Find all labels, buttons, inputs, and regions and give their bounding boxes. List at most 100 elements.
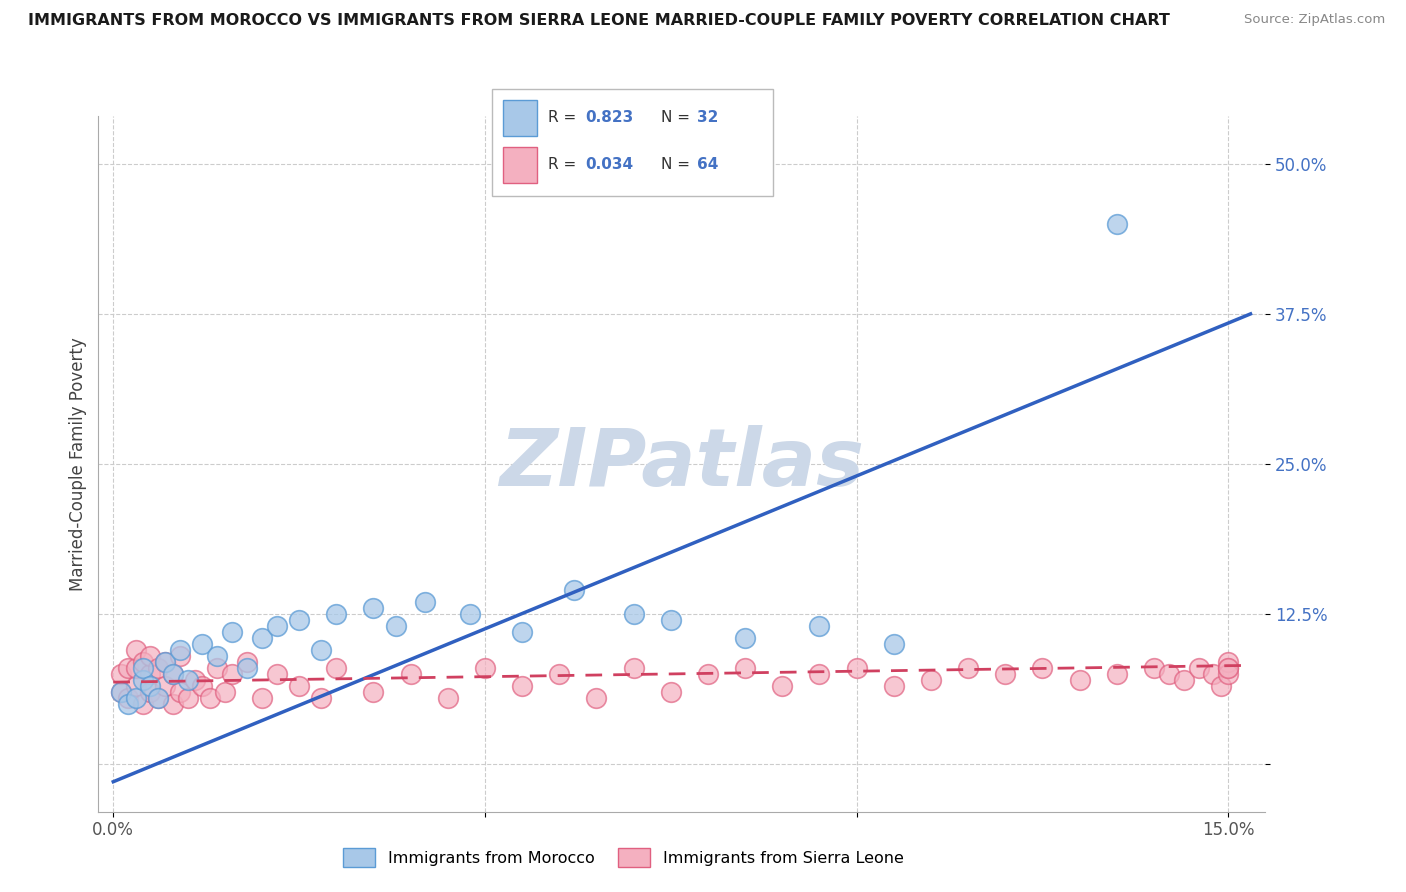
- Point: [994, 666, 1017, 681]
- Point: [176, 690, 198, 705]
- Point: [659, 613, 682, 627]
- Point: [311, 690, 333, 705]
- Point: [169, 685, 191, 699]
- Point: [146, 690, 169, 705]
- Point: [585, 690, 607, 705]
- Point: [623, 661, 645, 675]
- Point: [399, 666, 422, 681]
- Point: [221, 624, 243, 639]
- Point: [176, 673, 198, 687]
- Point: [117, 661, 139, 675]
- Point: [191, 679, 214, 693]
- Point: [510, 624, 533, 639]
- Text: ZIPatlas: ZIPatlas: [499, 425, 865, 503]
- Point: [384, 619, 406, 633]
- Point: [250, 690, 273, 705]
- Point: [1157, 666, 1180, 681]
- Point: [221, 666, 243, 681]
- Point: [659, 685, 682, 699]
- Text: N =: N =: [661, 157, 695, 171]
- Point: [146, 661, 169, 675]
- Text: 0.034: 0.034: [585, 157, 633, 171]
- Point: [1202, 666, 1225, 681]
- Point: [474, 661, 496, 675]
- Text: 0.823: 0.823: [585, 110, 633, 125]
- Point: [562, 582, 585, 597]
- Point: [808, 666, 831, 681]
- Point: [236, 661, 259, 675]
- Point: [132, 661, 155, 675]
- Point: [124, 690, 146, 705]
- Point: [623, 607, 645, 621]
- Point: [132, 655, 155, 669]
- Point: [169, 648, 191, 663]
- Point: [883, 637, 905, 651]
- Point: [139, 685, 162, 699]
- Point: [184, 673, 207, 687]
- Point: [1173, 673, 1195, 687]
- Text: 64: 64: [697, 157, 718, 171]
- Point: [155, 679, 177, 693]
- Point: [510, 679, 533, 693]
- Bar: [503, 147, 537, 184]
- Point: [288, 613, 311, 627]
- Point: [920, 673, 942, 687]
- FancyBboxPatch shape: [492, 89, 773, 196]
- Point: [124, 679, 146, 693]
- Point: [162, 666, 184, 681]
- Point: [1218, 661, 1240, 675]
- Point: [363, 600, 385, 615]
- Text: 32: 32: [697, 110, 718, 125]
- Point: [415, 595, 437, 609]
- Point: [808, 619, 831, 633]
- Point: [266, 666, 288, 681]
- Point: [132, 673, 155, 687]
- Text: N =: N =: [661, 110, 695, 125]
- Point: [734, 631, 756, 645]
- Point: [117, 690, 139, 705]
- Point: [236, 655, 259, 669]
- Point: [169, 642, 191, 657]
- Point: [1069, 673, 1091, 687]
- Point: [162, 697, 184, 711]
- Point: [957, 661, 980, 675]
- Point: [1143, 661, 1166, 675]
- Text: R =: R =: [548, 157, 582, 171]
- Point: [139, 679, 162, 693]
- Point: [139, 666, 162, 681]
- Point: [250, 631, 273, 645]
- Point: [110, 685, 132, 699]
- Point: [155, 655, 177, 669]
- Text: IMMIGRANTS FROM MOROCCO VS IMMIGRANTS FROM SIERRA LEONE MARRIED-COUPLE FAMILY PO: IMMIGRANTS FROM MOROCCO VS IMMIGRANTS FR…: [28, 13, 1170, 29]
- Point: [1209, 679, 1232, 693]
- Point: [117, 697, 139, 711]
- Point: [1105, 217, 1128, 231]
- Text: R =: R =: [548, 110, 582, 125]
- Point: [697, 666, 720, 681]
- Point: [146, 690, 169, 705]
- Y-axis label: Married-Couple Family Poverty: Married-Couple Family Poverty: [69, 337, 87, 591]
- Point: [162, 666, 184, 681]
- Point: [436, 690, 458, 705]
- Point: [325, 661, 347, 675]
- Text: Source: ZipAtlas.com: Source: ZipAtlas.com: [1244, 13, 1385, 27]
- Point: [288, 679, 311, 693]
- Point: [207, 661, 229, 675]
- Point: [110, 685, 132, 699]
- Point: [139, 648, 162, 663]
- Point: [132, 697, 155, 711]
- Point: [363, 685, 385, 699]
- Point: [770, 679, 793, 693]
- Point: [110, 666, 132, 681]
- Point: [1187, 661, 1209, 675]
- Point: [311, 642, 333, 657]
- Point: [734, 661, 756, 675]
- Point: [214, 685, 236, 699]
- Point: [548, 666, 571, 681]
- Point: [198, 690, 221, 705]
- Point: [124, 642, 146, 657]
- Point: [1218, 661, 1240, 675]
- Point: [155, 655, 177, 669]
- Point: [207, 648, 229, 663]
- Legend: Immigrants from Morocco, Immigrants from Sierra Leone: Immigrants from Morocco, Immigrants from…: [336, 842, 911, 873]
